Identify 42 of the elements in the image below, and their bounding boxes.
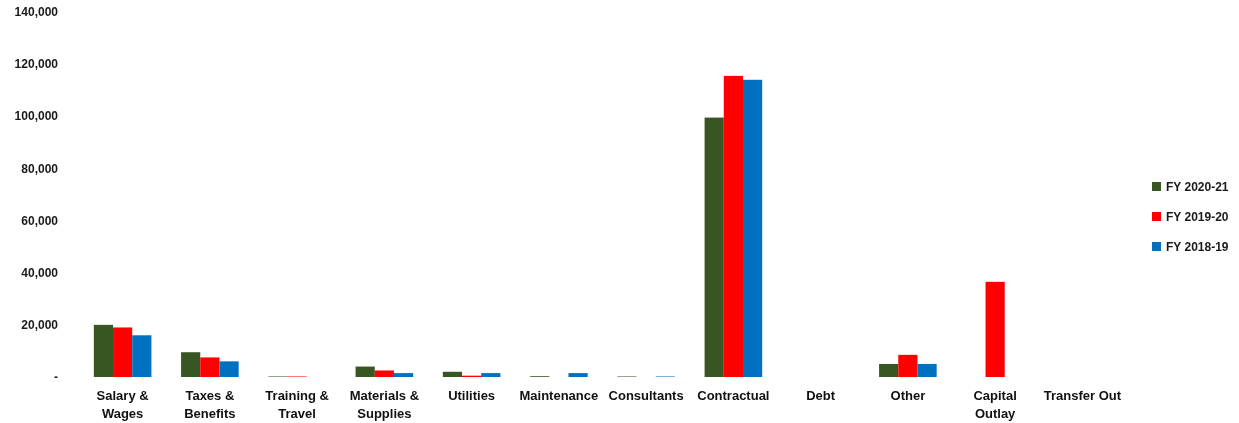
bar [879, 363, 899, 377]
x-tick-label: Transfer Out [1043, 388, 1122, 403]
y-tick-label: 140,000 [14, 5, 59, 20]
bar [113, 327, 133, 377]
x-tick-label: Contractual [697, 388, 770, 403]
bar [704, 117, 724, 377]
bar [898, 354, 918, 377]
bar [132, 335, 152, 377]
legend-label: FY 2018-19 [1166, 240, 1229, 255]
y-tick-label: 80,000 [21, 161, 59, 176]
legend-label: FY 2020-21 [1166, 180, 1229, 195]
y-tick-label: 40,000 [21, 265, 59, 280]
bar [219, 361, 239, 377]
bar [374, 370, 394, 377]
bar [723, 75, 743, 377]
x-tick-label: Maintenance [519, 388, 599, 403]
bar [93, 324, 114, 377]
x-tick-label: Capital Outlay [973, 388, 1017, 421]
bar [393, 373, 414, 377]
x-tick-label: Taxes & Benefits [184, 388, 236, 421]
bar [355, 366, 375, 377]
y-tick-label: 100,000 [14, 109, 59, 124]
bar [985, 281, 1005, 377]
bar [200, 357, 220, 377]
y-tick-label: 60,000 [21, 213, 59, 228]
bar [917, 363, 937, 377]
x-tick-label: Debt [806, 388, 836, 403]
x-tick-label: Materials & Supplies [349, 388, 420, 421]
y-tick-label: 20,000 [21, 318, 59, 333]
x-tick-label: Other [890, 388, 926, 403]
y-tick-label: 120,000 [14, 57, 59, 72]
bar [442, 371, 463, 377]
legend-label: FY 2019-20 [1166, 210, 1229, 225]
x-tick-label: Utilities [448, 388, 496, 403]
bar [481, 373, 501, 377]
bar [568, 373, 588, 377]
x-tick-label: Training & Travel [265, 388, 329, 421]
x-tick-label: Consultants [608, 388, 684, 403]
x-tick-label: Salary & Wages [96, 388, 149, 421]
bar [181, 352, 201, 377]
y-tick-label: - [54, 370, 58, 385]
bar [742, 79, 763, 377]
